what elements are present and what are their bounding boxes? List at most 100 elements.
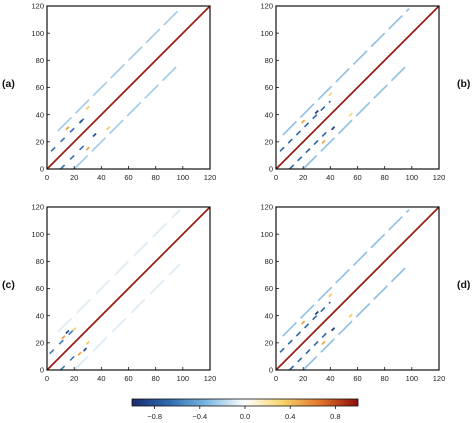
x-tick-label: 80: [380, 173, 388, 182]
y-tick-label: 20: [265, 137, 273, 146]
y-tick-label: 60: [265, 83, 273, 92]
y-tick-label: 20: [36, 338, 44, 347]
y-tick-label: 0: [40, 165, 44, 174]
y-tick-label: 60: [36, 83, 44, 92]
band-1-segment: [390, 66, 406, 82]
y-tick-label: 0: [269, 165, 273, 174]
band-3-segment: [305, 148, 311, 154]
x-tick-label: 100: [406, 173, 419, 182]
band-0-segment: [370, 32, 386, 48]
x-tick-label: 100: [177, 173, 190, 182]
y-tick-label: 80: [36, 56, 44, 65]
band-0-segment: [57, 317, 73, 333]
y-tick-label: 60: [36, 284, 44, 293]
band-1-segment: [108, 119, 124, 135]
y-tick-label: 100: [260, 29, 273, 38]
band-0-segment: [57, 116, 73, 132]
correlation-spot: [301, 119, 306, 124]
band-1-segment: [373, 84, 388, 99]
band-3-segment: [297, 357, 303, 363]
correlation-spot: [301, 320, 306, 325]
y-tick-label: 120: [31, 2, 44, 11]
band-3-segment: [321, 332, 327, 338]
band-0-segment: [110, 63, 125, 79]
x-tick-label: 20: [70, 173, 78, 182]
x-tick-label: 80: [151, 173, 159, 182]
band-0-segment: [317, 286, 333, 302]
correlation-spot: [321, 139, 326, 144]
main-diagonal: [275, 5, 440, 170]
correlation-spot: [61, 335, 66, 340]
band-1-segment: [355, 101, 371, 117]
panel-label: (b): [457, 78, 470, 90]
band-0-segment: [163, 10, 178, 26]
band-0-segment: [171, 209, 181, 219]
panel-d: 0 20 40 60 80 100 120 0 20 40 60 80 100 120 (d): [260, 203, 470, 383]
colorbar-tick-label: 0.4: [285, 412, 295, 421]
x-tick-label: 60: [353, 374, 361, 383]
band-2-segment: [49, 349, 55, 355]
x-tick-label: 40: [97, 374, 105, 383]
band-1-segment: [168, 263, 181, 276]
panel-b: 0 20 40 60 80 100 120 0 20 40 60 80 100 120 (b): [260, 2, 470, 182]
band-0-segment: [299, 103, 315, 118]
x-tick-label: 0: [274, 374, 278, 383]
colorbar: −0.8 −0.4 0.0 0.4 0.8: [131, 398, 359, 421]
band-2-segment: [295, 130, 302, 136]
x-tick-label: 40: [326, 374, 334, 383]
band-3-segment: [297, 156, 303, 162]
colorbar-tick-label: 0.0: [240, 412, 250, 421]
x-tick-label: 120: [433, 173, 446, 182]
band-0-segment: [405, 8, 410, 12]
y-tick-label: 100: [260, 230, 273, 239]
band-2-segment: [279, 347, 285, 353]
correlation-spot: [314, 109, 319, 115]
correlation-spot: [72, 327, 77, 332]
band-3-segment: [305, 349, 311, 355]
band-0-segment: [282, 321, 297, 337]
x-tick-label: 60: [124, 374, 132, 383]
y-tick-label: 0: [269, 366, 273, 375]
band-1-segment: [161, 66, 177, 82]
correlation-spot: [65, 126, 70, 131]
x-tick-label: 80: [380, 374, 388, 383]
x-tick-label: 120: [204, 374, 217, 383]
panel-label: (c): [2, 279, 15, 291]
correlation-spot: [85, 105, 90, 111]
panel-c: 0 20 40 60 80 100 120 0 20 40 60 80 100 120 (c): [2, 203, 216, 383]
band-1-segment: [337, 119, 353, 135]
y-tick-label: 80: [36, 257, 44, 266]
x-tick-label: 60: [124, 173, 132, 182]
x-tick-label: 0: [45, 173, 49, 182]
x-tick-label: 20: [299, 374, 307, 383]
x-tick-label: 40: [326, 173, 334, 182]
correlation-spot: [321, 340, 326, 345]
band-3-segment: [313, 139, 319, 146]
band-0-segment: [352, 251, 368, 266]
panel-a: 0 20 40 60 80 100 120 0 20 40 60 80 100 120 (a): [2, 2, 216, 182]
x-tick-label: 100: [177, 374, 190, 383]
band-1-segment: [149, 279, 165, 295]
x-tick-label: 0: [45, 374, 49, 383]
correlation-spot: [105, 126, 111, 131]
band-0-segment: [405, 209, 410, 213]
x-tick-label: 120: [204, 173, 217, 182]
y-tick-label: 120: [31, 203, 44, 212]
band-1-segment: [92, 336, 108, 352]
y-tick-label: 0: [40, 366, 44, 375]
correlation-spot: [330, 327, 336, 332]
band-0-segment: [388, 14, 403, 30]
x-tick-label: 80: [151, 374, 159, 383]
band-2-segment: [320, 306, 326, 313]
band-1-segment: [144, 84, 159, 99]
band-3-segment: [60, 365, 66, 371]
y-tick-label: 40: [265, 311, 273, 320]
band-3-segment: [321, 131, 327, 137]
main-diagonal: [275, 206, 440, 371]
band-1-segment: [390, 267, 406, 283]
band-1-segment: [126, 101, 142, 117]
band-0-segment: [145, 28, 161, 44]
x-tick-label: 0: [274, 173, 278, 182]
band-3-segment: [313, 340, 319, 347]
band-1-segment: [320, 338, 335, 353]
